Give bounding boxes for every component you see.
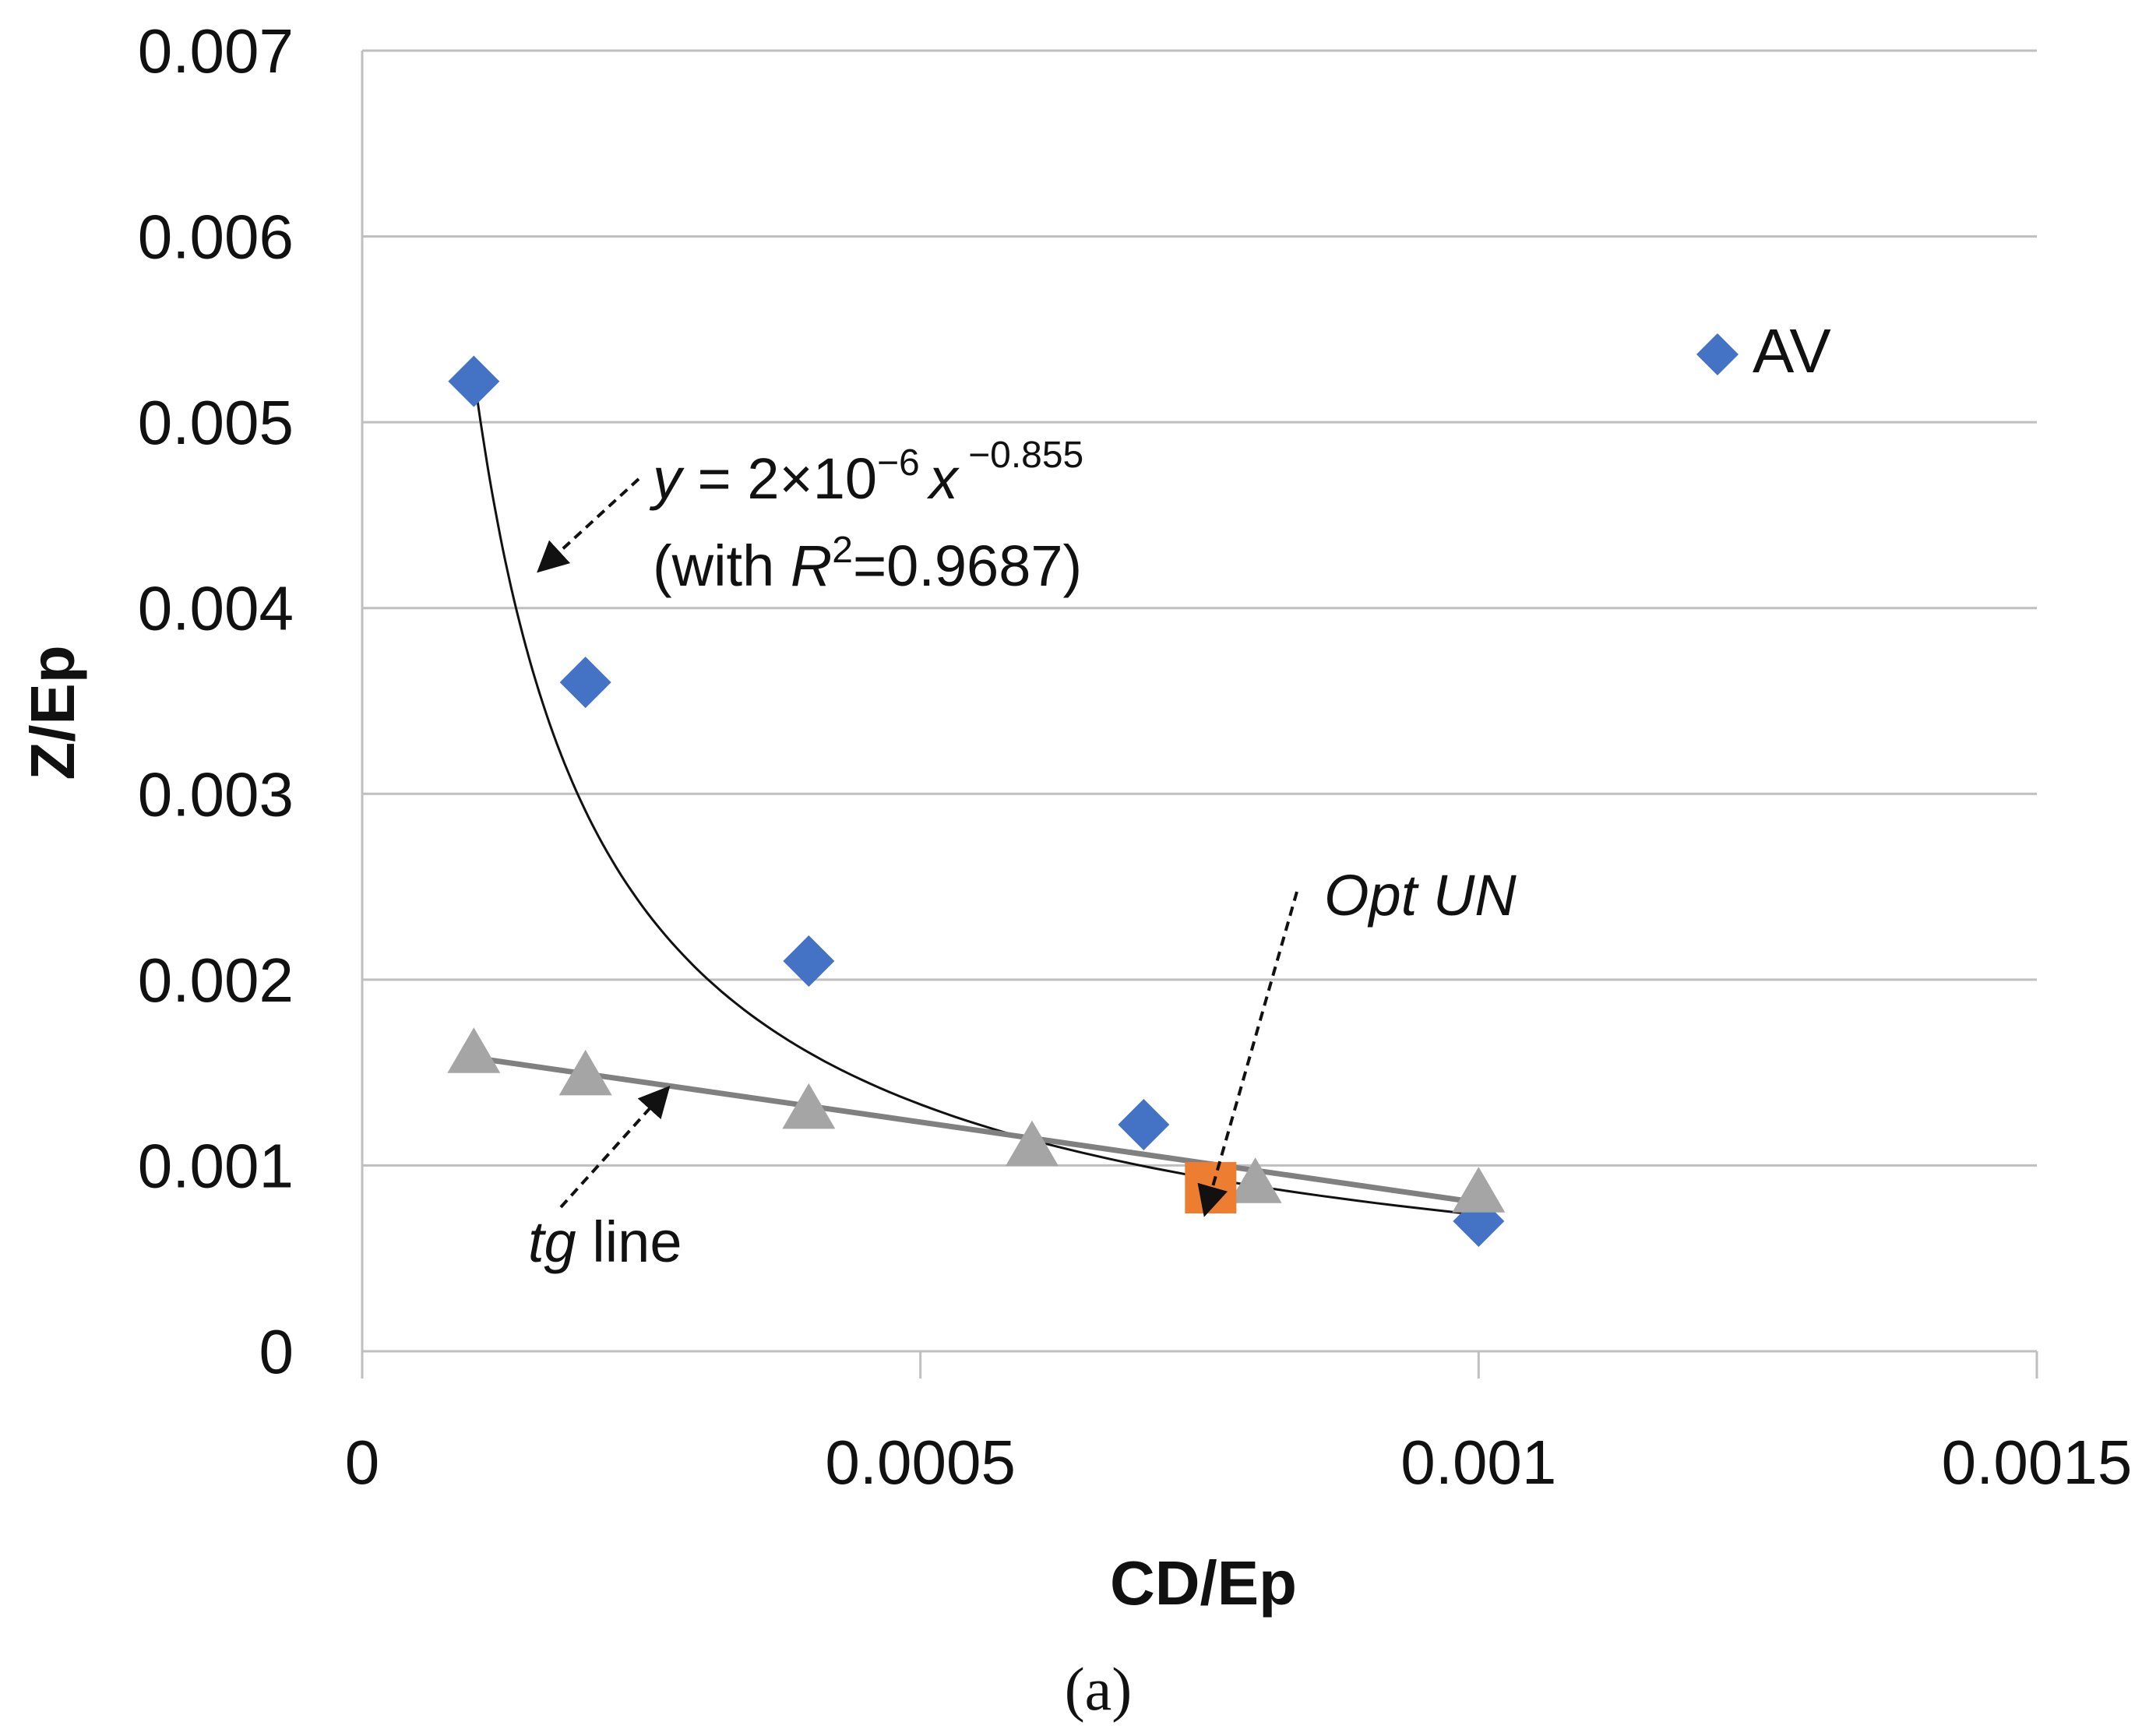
legend-diamond-icon: [1696, 333, 1739, 375]
y-tick-label: 0.003: [138, 759, 294, 829]
fit-r2-value: =0.9687): [853, 533, 1082, 598]
x-tick-label: 0.001: [1400, 1428, 1556, 1497]
x-tick-label: 0.0015: [1942, 1428, 2133, 1497]
tg-point: [782, 1083, 836, 1129]
av-point: [559, 657, 611, 709]
legend-label-av: AV: [1753, 316, 1831, 386]
y-tick-label: 0: [259, 1317, 294, 1386]
fit-r2-sup: 2: [832, 530, 853, 571]
power-fit-curve: [472, 373, 1479, 1217]
fit-r2-var: R: [791, 533, 832, 598]
x-tick-label: 0.0005: [825, 1428, 1016, 1497]
tg-point: [447, 1027, 501, 1073]
opt-un-arrow: [1197, 891, 1298, 1217]
y-tick-label: 0.002: [138, 945, 294, 1015]
fit-equation-exp1: −6: [877, 442, 920, 484]
fit-r2: (with R2=0.9687): [653, 530, 1082, 598]
x-tick-labels: 0 0.0005 0.001 0.0015: [345, 1428, 2133, 1497]
y-tick-label: 0.007: [138, 16, 294, 86]
y-tick-labels: 0 0.001 0.002 0.003 0.004 0.005 0.006 0.007: [138, 16, 294, 1386]
tg-point: [1452, 1167, 1506, 1213]
fit-equation-coef: = 2×10: [682, 446, 877, 511]
fit-arrow: [537, 477, 640, 573]
y-tick-label: 0.006: [138, 202, 294, 272]
y-axis-title: Z/Ep: [18, 645, 87, 780]
opt-un-point: [1185, 1162, 1237, 1214]
data-points: [447, 355, 1506, 1247]
tg-line-label-italic: tg: [528, 1210, 576, 1274]
tangent-line: [473, 1055, 1479, 1206]
av-point: [783, 935, 835, 987]
av-point: [448, 355, 500, 407]
figure-caption: (a): [1065, 1655, 1133, 1723]
tg-point: [1228, 1157, 1282, 1203]
legend: AV: [1696, 316, 1831, 386]
y-tick-label: 0.001: [138, 1131, 294, 1200]
tg-point: [558, 1049, 612, 1096]
tg-arrow: [559, 1086, 671, 1209]
gridlines: [362, 49, 2037, 1167]
av-point: [1118, 1098, 1170, 1150]
y-tick-label: 0.004: [138, 574, 294, 643]
x-axis-title: CD/Ep: [1110, 1548, 1297, 1618]
fit-r2-open: (with: [653, 533, 791, 598]
x-tick-label: 0: [345, 1428, 380, 1497]
power-fit-curve-group: [472, 373, 1479, 1217]
tg-line-label-rest: line: [576, 1210, 682, 1274]
tg-line-label: tg line: [528, 1210, 682, 1274]
y-tick-label: 0.005: [138, 388, 294, 457]
fit-equation-x: x: [927, 446, 960, 511]
tg-point: [1006, 1120, 1059, 1167]
fit-equation-y: y: [649, 446, 685, 511]
fit-equation-exp2: −0.855: [958, 435, 1083, 476]
axes: [361, 51, 2038, 1379]
opt-un-label: Opt UN: [1324, 863, 1517, 928]
fit-equation: y = 2×10−6 x −0.855: [649, 435, 1083, 511]
